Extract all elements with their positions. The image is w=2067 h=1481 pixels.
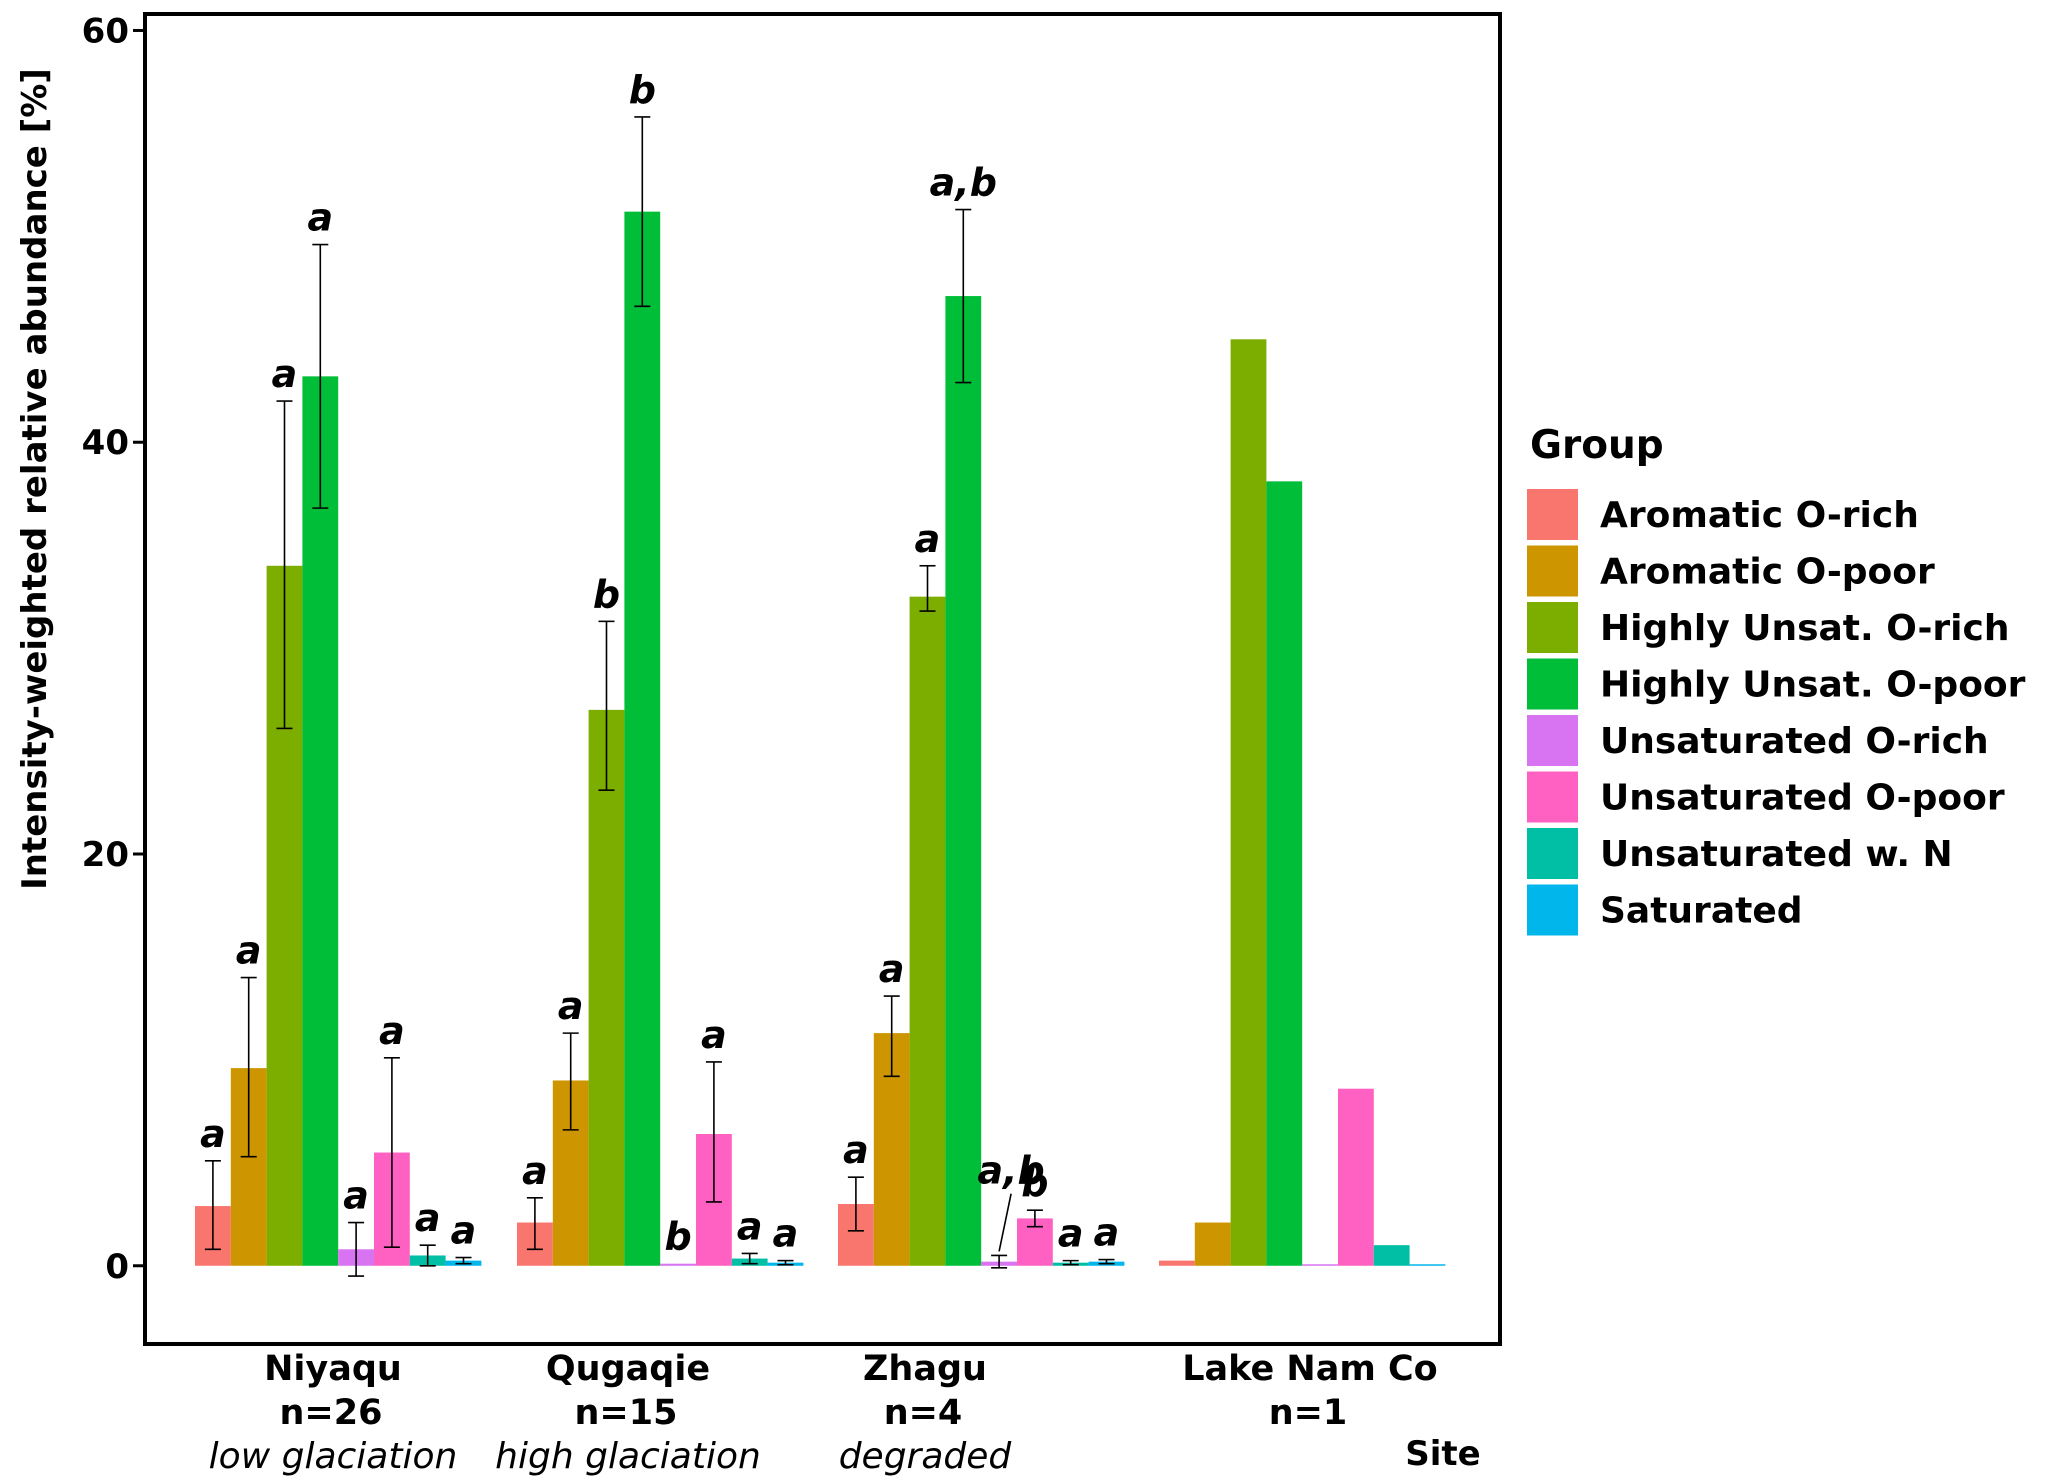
bar-highly-unsat-o-rich-qugaqie [588, 709, 625, 1266]
bar-highly-unsat-o-rich-zhagu [909, 596, 946, 1266]
legend-key-highly-unsat-o-rich [1527, 602, 1578, 653]
legend-label-unsaturated-o-poor: Unsaturated O-poor [1600, 778, 2005, 819]
legend-key-highly-unsat-o-poor [1527, 658, 1578, 710]
x-tick-label-site: Zhagu [863, 1349, 987, 1389]
y-tick-label: 20 [82, 835, 129, 875]
significance-letter: a [843, 1128, 869, 1172]
significance-letter: a [915, 517, 941, 561]
x-tick-label-count: n=15 [575, 1393, 678, 1433]
significance-letter: b [1021, 1161, 1048, 1205]
bar-highly-unsat-o-poor-niyaqu [302, 376, 339, 1266]
bar-highly-unsat-o-rich-lake-nam-co [1230, 339, 1267, 1266]
significance-letter: a [415, 1196, 441, 1240]
x-tick-label-note: degraded [839, 1436, 1013, 1477]
legend-key-aromatic-o-rich [1527, 489, 1578, 540]
bar-unsaturated-o-poor-lake-nam-co [1338, 1088, 1374, 1266]
significance-letter: a,b [930, 161, 997, 205]
significance-letter: a [773, 1212, 799, 1256]
significance-letter: b [664, 1215, 691, 1259]
legend-key-saturated [1527, 884, 1578, 936]
bar-aromatic-o-poor-lake-nam-co [1194, 1222, 1231, 1266]
legend-label-highly-unsat-o-rich: Highly Unsat. O-rich [1600, 608, 2009, 649]
legend-key-unsaturated-o-rich [1527, 715, 1578, 766]
plot-panel-border [143, 12, 1502, 1346]
x-tick-label-site: Niyaqu [264, 1349, 402, 1389]
x-tick-label-count: n=1 [1269, 1393, 1348, 1433]
legend-key-aromatic-o-poor [1527, 545, 1578, 597]
significance-letter: a [879, 947, 905, 991]
x-tick-label-count: n=26 [280, 1393, 383, 1433]
legend-label-highly-unsat-o-poor: Highly Unsat. O-poor [1600, 665, 2026, 706]
bar-highly-unsat-o-poor-qugaqie [624, 211, 661, 1266]
x-axis-title: Site [1405, 1434, 1480, 1474]
legend-title: Group [1530, 423, 1664, 468]
significance-letter: a [307, 196, 333, 240]
legend-key-unsaturated-w-n [1527, 828, 1578, 879]
bar-aromatic-o-rich-lake-nam-co [1159, 1260, 1195, 1266]
significance-letter: a [272, 352, 298, 396]
bar-highly-unsat-o-poor-zhagu [945, 296, 982, 1266]
significance-letter: a [522, 1149, 548, 1193]
significance-letter: b [629, 68, 656, 112]
bar-saturated-lake-nam-co [1409, 1264, 1446, 1266]
x-tick-label-site: Lake Nam Co [1182, 1349, 1437, 1389]
legend-label-saturated: Saturated [1600, 891, 1803, 932]
y-tick-label: 60 [82, 11, 129, 51]
significance-letter: b [593, 572, 620, 616]
y-tick-label: 40 [82, 423, 129, 463]
bar-unsaturated-o-rich-qugaqie [660, 1263, 696, 1266]
significance-letter: a [451, 1209, 477, 1253]
legend: Group Aromatic O-rich Aromatic O-poor Highl… [1527, 423, 2026, 936]
significance-letter: a [737, 1204, 763, 1248]
significance-letter: a [1094, 1211, 1120, 1255]
x-tick-label-site: Qugaqie [546, 1349, 710, 1389]
significance-letter: a [1058, 1212, 1084, 1256]
x-tick-label-note: low glaciation [209, 1436, 458, 1477]
significance-letter: a [236, 929, 262, 973]
y-tick-label: 0 [105, 1247, 129, 1287]
x-tick-label-count: n=4 [884, 1393, 963, 1433]
legend-label-unsaturated-w-n: Unsaturated w. N [1600, 834, 1953, 875]
significance-letter: a [379, 1009, 405, 1053]
y-axis-title: Intensity-weighted relative abundance [%… [15, 68, 55, 890]
significance-letter: a [200, 1112, 226, 1156]
x-tick-label-note: high glaciation [495, 1436, 761, 1477]
letter-leader-line [998, 1193, 1012, 1252]
bar-unsaturated-o-rich-lake-nam-co [1302, 1264, 1338, 1266]
bar-unsaturated-w-n-lake-nam-co [1373, 1245, 1410, 1266]
legend-label-aromatic-o-rich: Aromatic O-rich [1600, 495, 1919, 536]
significance-letter: a,b [977, 1148, 1044, 1192]
significance-letter: a [701, 1013, 727, 1057]
legend-label-aromatic-o-poor: Aromatic O-poor [1600, 552, 1935, 593]
legend-key-unsaturated-o-poor [1527, 771, 1578, 823]
legend-label-unsaturated-o-rich: Unsaturated O-rich [1600, 721, 1989, 762]
significance-letter: a [343, 1174, 369, 1218]
significance-letter: a [558, 984, 584, 1028]
bar-highly-unsat-o-poor-lake-nam-co [1266, 481, 1303, 1266]
